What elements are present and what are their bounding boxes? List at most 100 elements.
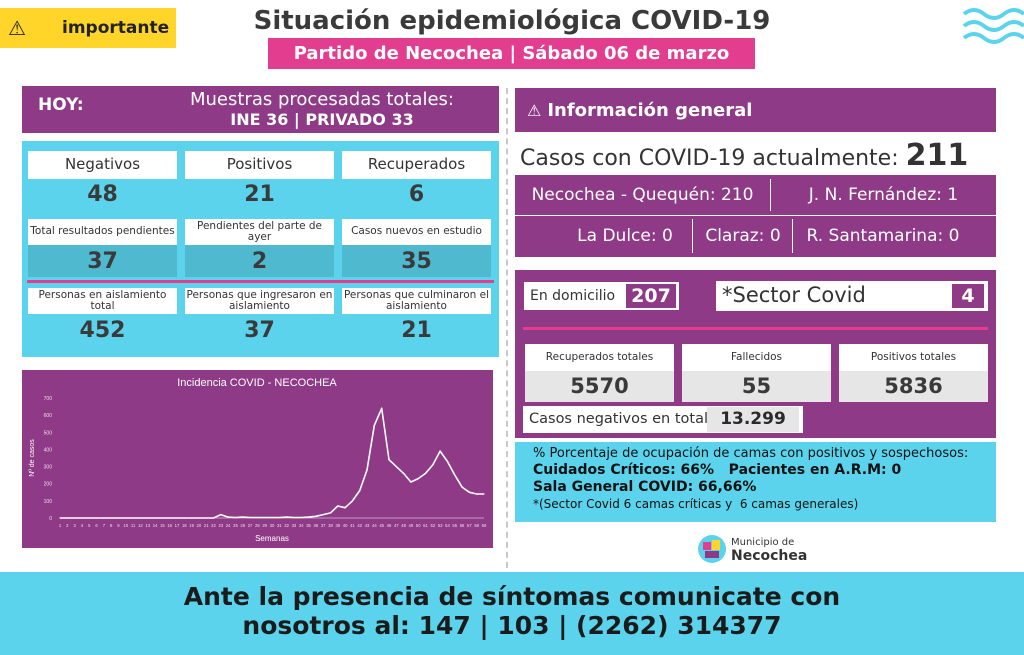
separator <box>792 219 793 253</box>
x-tick-label: 19 <box>189 523 194 528</box>
x-tick-label: 17 <box>175 523 180 528</box>
x-tick-label: 54 <box>445 523 450 528</box>
data-point <box>402 472 405 475</box>
data-point <box>432 464 434 466</box>
y-tick-label: 600 <box>44 413 53 419</box>
y-tick-label: 700 <box>44 396 53 402</box>
stat-label: Total resultados pendientes <box>28 219 177 245</box>
data-point <box>154 517 156 519</box>
stat-value: 21 <box>185 179 334 210</box>
data-point <box>410 481 412 483</box>
data-point <box>483 493 485 495</box>
data-point <box>381 407 383 409</box>
stat-pendientes-ayer: Pendientes del parte de ayer 2 <box>185 219 334 277</box>
data-point <box>395 465 397 468</box>
data-point <box>322 513 324 516</box>
data-point <box>329 512 332 514</box>
data-point <box>446 460 449 463</box>
x-tick-label: 22 <box>211 523 216 528</box>
data-point <box>417 477 419 480</box>
separator <box>515 215 996 216</box>
x-tick-label: 53 <box>438 523 443 528</box>
stat-value: 55 <box>682 371 831 402</box>
y-tick-label: 200 <box>44 482 53 488</box>
x-tick-label: 55 <box>452 523 457 528</box>
x-tick-label: 38 <box>328 523 333 528</box>
location-claraz: Claraz: 0 <box>705 226 781 246</box>
x-axis-label: Semanas <box>255 534 289 543</box>
stat-pendientes: Total resultados pendientes 37 <box>28 219 177 277</box>
x-tick-label: 27 <box>248 523 253 528</box>
x-tick-label: 6 <box>95 523 98 528</box>
x-tick-label: 49 <box>409 523 414 528</box>
stat-positivos: Positivos 21 <box>185 151 334 210</box>
data-point <box>300 516 302 519</box>
x-tick-label: 48 <box>401 523 406 528</box>
stat-label: Fallecidos <box>682 344 831 371</box>
data-point <box>198 517 200 519</box>
casos-value: 211 <box>905 138 969 173</box>
domicilio-label: En domicilio <box>530 288 616 304</box>
x-tick-label: 1 <box>59 523 62 528</box>
x-tick-label: 7 <box>103 523 106 528</box>
x-tick-label: 10 <box>123 523 128 528</box>
x-tick-label: 23 <box>218 523 223 528</box>
x-tick-label: 9 <box>117 523 120 528</box>
x-tick-label: 25 <box>233 523 238 528</box>
stat-value: 37 <box>28 245 177 277</box>
stat-value: 5836 <box>839 371 988 402</box>
x-tick-label: 57 <box>467 523 472 528</box>
x-tick-label: 15 <box>160 523 165 528</box>
stat-label: Positivos totales <box>839 344 988 371</box>
sector-covid: *Sector Covid 4 <box>716 281 988 311</box>
data-point <box>256 516 258 519</box>
x-tick-label: 3 <box>73 523 76 528</box>
stat-label: Positivos <box>185 151 334 179</box>
data-point <box>81 517 83 519</box>
y-tick-label: 0 <box>49 516 52 522</box>
municipio-emblem-icon <box>698 535 726 563</box>
stat-aislamiento-total: Personas en aislamiento total 452 <box>28 288 177 346</box>
column-divider <box>506 88 508 568</box>
x-tick-label: 20 <box>197 523 202 528</box>
separator <box>770 179 771 211</box>
x-tick-label: 30 <box>270 523 275 528</box>
x-tick-label: 2 <box>66 523 69 528</box>
locations-row-2: La Dulce: 0 Claraz: 0 R. Santamarina: 0 <box>515 215 996 257</box>
hoy-label: HOY: <box>38 95 84 115</box>
stat-value: 37 <box>185 314 334 346</box>
x-tick-label: 41 <box>350 523 355 528</box>
x-tick-label: 46 <box>387 523 392 528</box>
y-tick-label: 400 <box>44 447 53 453</box>
warning-icon: ⚠ <box>527 100 542 120</box>
y-axis-label: Nº de casos <box>29 439 36 477</box>
chart-svg: Incidencia COVID - NECOCHEA Semanas Nº de … <box>29 377 487 543</box>
stat-label: Negativos <box>28 151 177 179</box>
incidence-chart: Incidencia COVID - NECOCHEA Semanas Nº de … <box>22 370 493 548</box>
x-tick-label: 26 <box>240 523 245 528</box>
data-point <box>366 469 368 471</box>
x-tick-label: 14 <box>153 523 158 528</box>
data-point <box>59 517 61 519</box>
logo-line-1: Municipio de <box>731 537 795 548</box>
data-point <box>307 516 310 518</box>
page-title: Situación epidemiológica COVID-19 <box>253 6 771 36</box>
stat-label: Personas en aislamiento total <box>28 288 177 314</box>
data-point <box>147 517 149 519</box>
data-point <box>161 517 163 519</box>
stat-value: 452 <box>28 314 177 346</box>
series-line <box>60 407 484 519</box>
beds-line-2: Cuidados Críticos: 66% Pacientes en A.R.… <box>533 461 902 478</box>
data-point <box>286 516 288 518</box>
data-point <box>169 517 171 519</box>
data-point <box>117 517 120 519</box>
stat-fallecidos: Fallecidos 55 <box>682 344 831 402</box>
stat-recuperados: Recuperados 6 <box>342 151 491 210</box>
data-point <box>190 517 193 519</box>
data-point <box>388 459 390 461</box>
x-tick-label: 35 <box>306 523 311 528</box>
waves-icon <box>962 8 1024 44</box>
data-point <box>183 517 185 519</box>
x-tick-label: 33 <box>292 523 297 528</box>
data-point <box>249 516 251 519</box>
